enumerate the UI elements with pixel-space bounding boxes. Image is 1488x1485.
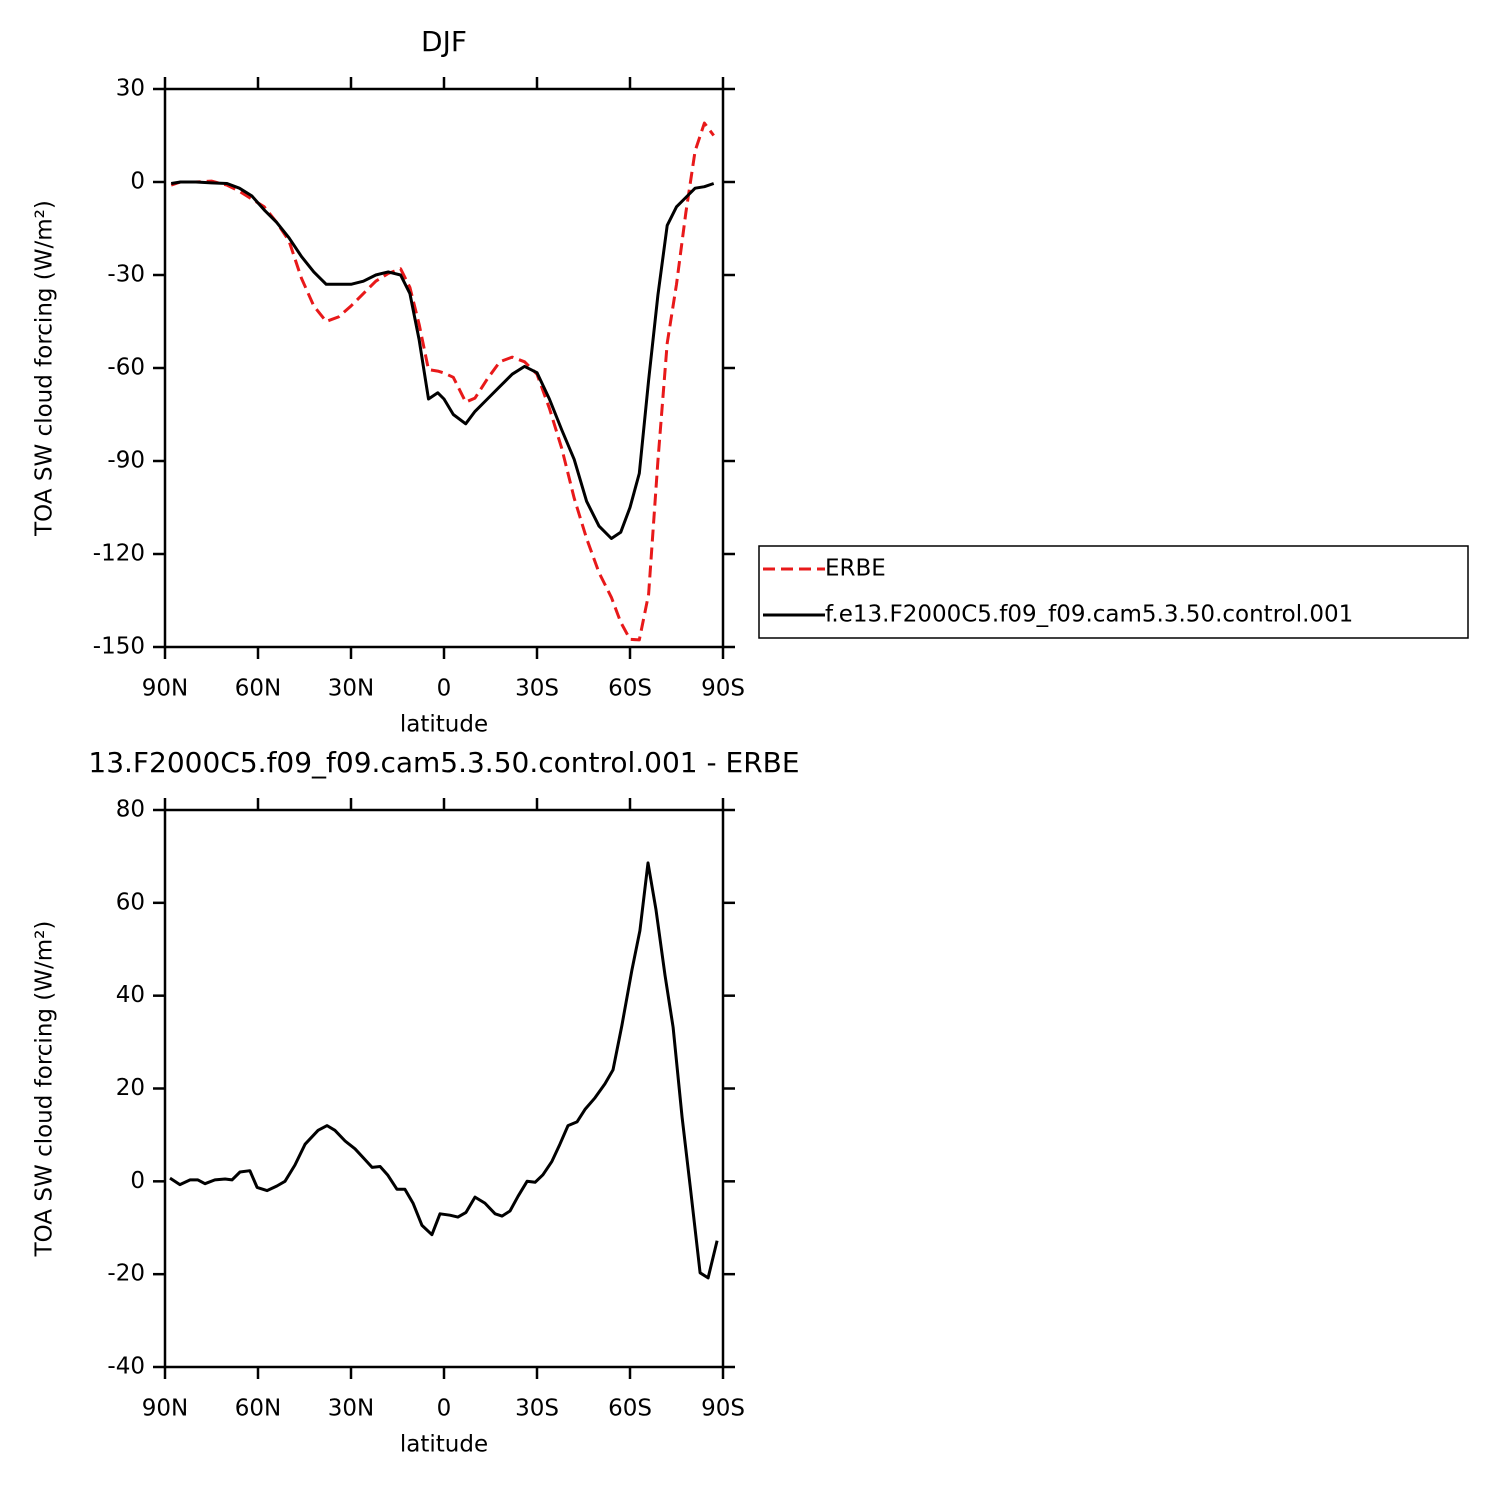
chart-title: DJF	[421, 25, 467, 58]
y-tick-label: -150	[93, 634, 145, 660]
y-tick-label: -30	[107, 262, 145, 288]
x-tick-label: 60N	[235, 676, 281, 702]
x-tick-label: 90N	[142, 1396, 188, 1422]
x-tick-label: 90S	[701, 676, 745, 702]
x-tick-label: 90S	[701, 1396, 745, 1422]
x-tick-label: 30N	[328, 676, 374, 702]
y-tick-label: 80	[116, 797, 145, 823]
x-tick-label: 30N	[328, 1396, 374, 1422]
plot-frame	[163, 87, 725, 649]
x-tick-label: 0	[437, 676, 452, 702]
plot-frame	[163, 808, 725, 1369]
legend-box	[758, 545, 1469, 639]
y-axis-label: TOA SW cloud forcing (W/m²)	[32, 921, 58, 1258]
y-tick-label: 60	[116, 889, 145, 915]
legend-label: ERBE	[825, 556, 886, 582]
series-line	[170, 121, 715, 642]
chart-title: 13.F2000C5.f09_f09.cam5.3.50.control.001…	[88, 746, 799, 779]
x-tick-label: 60S	[608, 676, 652, 702]
y-tick-label: -120	[93, 541, 145, 567]
legend-label: f.e13.F2000C5.f09_f09.cam5.3.50.control.…	[825, 602, 1353, 628]
y-tick-label: 40	[116, 982, 145, 1008]
y-tick-label: 20	[116, 1075, 145, 1101]
y-axis-label: TOA SW cloud forcing (W/m²)	[32, 200, 58, 537]
y-tick-label: 0	[130, 169, 145, 195]
y-tick-label: 0	[130, 1168, 145, 1194]
y-tick-label: -20	[107, 1261, 145, 1287]
y-tick-label: -60	[107, 355, 145, 381]
x-tick-label: 90N	[142, 676, 188, 702]
y-tick-label: -90	[107, 448, 145, 474]
x-axis-label: latitude	[400, 712, 488, 738]
series-line	[169, 861, 719, 1280]
x-tick-label: 60N	[235, 1396, 281, 1422]
y-tick-label: -40	[107, 1354, 145, 1380]
x-tick-label: 60S	[608, 1396, 652, 1422]
x-tick-label: 30S	[515, 676, 559, 702]
y-tick-label: 30	[116, 76, 145, 102]
x-tick-label: 0	[437, 1396, 452, 1422]
x-tick-label: 30S	[515, 1396, 559, 1422]
series-line	[170, 180, 715, 540]
x-axis-label: latitude	[400, 1432, 488, 1458]
